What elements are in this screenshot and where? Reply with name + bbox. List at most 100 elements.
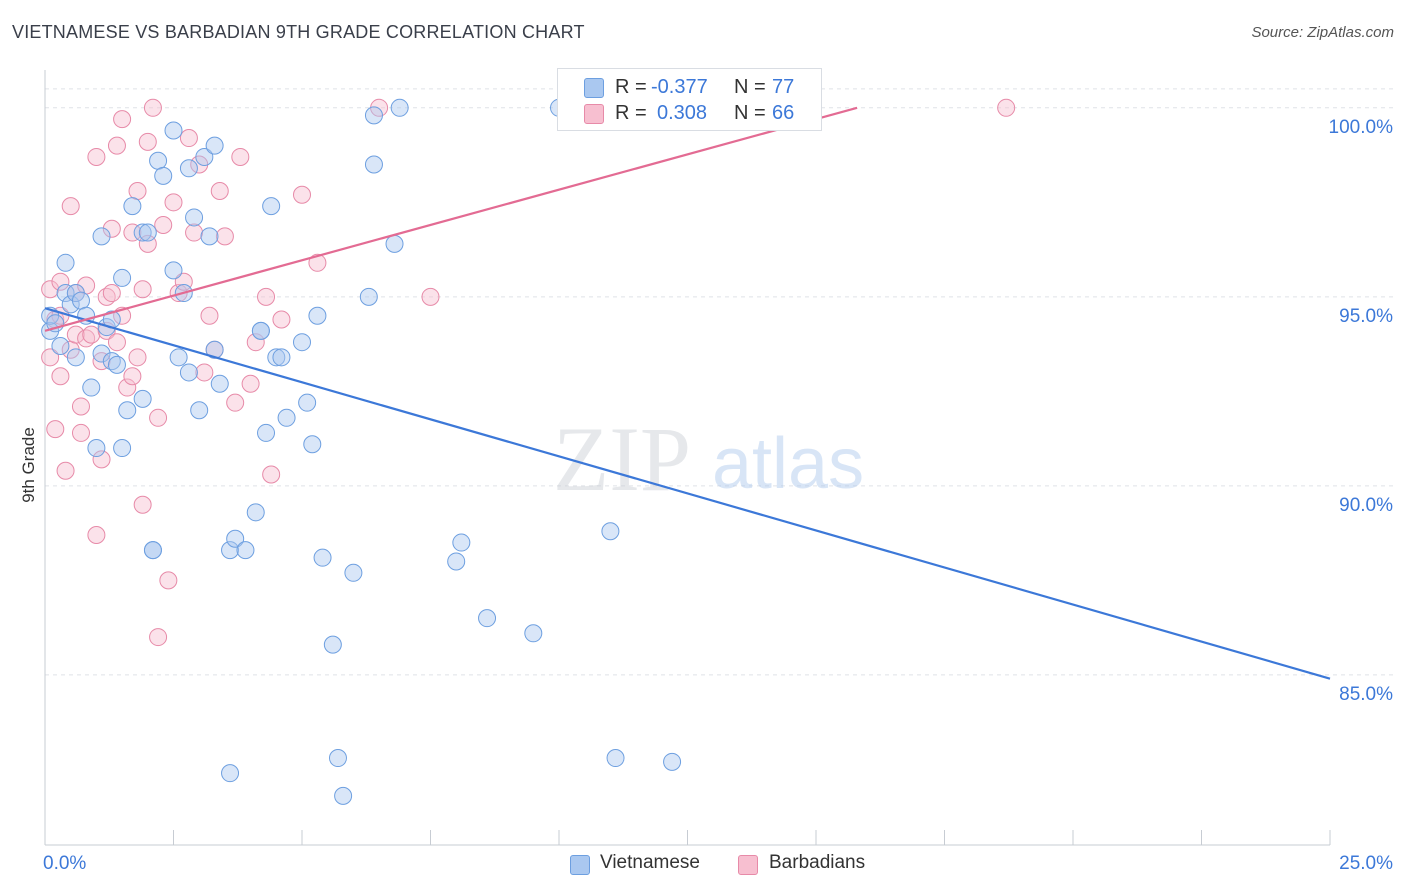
bottom-legend-swatch-vietnamese <box>570 855 590 875</box>
barbadian-point <box>102 219 121 238</box>
vietnamese-point <box>313 548 332 567</box>
legend-swatch-vietnamese <box>584 78 604 98</box>
vietnamese-point <box>200 227 219 246</box>
barbadian-point <box>997 98 1016 117</box>
vietnamese-point <box>169 348 188 367</box>
legend-row-vietnamese: R = -0.377 N = 77 <box>558 76 821 100</box>
legend-n-value: 66 <box>772 102 795 124</box>
vietnamese-point <box>293 333 311 352</box>
vietnamese-point <box>272 348 291 367</box>
x-tick-label: 0.0% <box>43 853 86 874</box>
watermark-zip: ZIP <box>553 408 691 510</box>
vietnamese-point <box>205 340 224 359</box>
barbadian-point <box>308 253 327 272</box>
barbadian-point <box>241 374 260 393</box>
barbadian-point <box>41 348 60 367</box>
vietnamese-point <box>221 764 240 783</box>
barbadian-point <box>82 325 101 344</box>
bottom-legend-barbadians: Barbadians <box>769 852 866 873</box>
barbadian-point <box>143 98 162 117</box>
legend-swatch-barbadians <box>584 104 604 124</box>
vietnamese-point <box>359 287 378 306</box>
barbadian-point <box>200 306 219 325</box>
vietnamese-point <box>524 624 543 643</box>
vietnamese-point <box>303 435 322 454</box>
vietnamese-point <box>164 261 183 280</box>
barbadian-point <box>123 367 142 386</box>
barbadian-point <box>128 348 147 367</box>
barbadian-point <box>92 450 111 469</box>
x-tick-label: 25.0% <box>1339 853 1393 874</box>
bottom-legend-swatch-barbadians <box>738 855 758 875</box>
vietnamese-point <box>323 635 342 654</box>
barbadian-point <box>185 223 204 242</box>
barbadian-point <box>257 287 276 306</box>
barbadian-point <box>272 310 291 329</box>
barbadian-point <box>179 129 198 148</box>
vietnamese-point <box>185 208 204 227</box>
y-tick-label: 90.0% <box>1339 495 1393 516</box>
chart-title: VIETNAMESE VS BARBADIAN 9TH GRADE CORREL… <box>12 22 585 42</box>
barbadian-trend-line <box>44 106 858 332</box>
chart-source: Source: ZipAtlas.com <box>1251 24 1394 41</box>
bottom-legend-vietnamese: Vietnamese <box>600 852 700 873</box>
vietnamese-point <box>328 749 347 768</box>
vietnamese-point <box>92 227 111 246</box>
vietnamese-trend-line <box>44 307 1331 680</box>
vietnamese-point <box>71 291 90 310</box>
vietnamese-point <box>154 166 173 185</box>
barbadian-point <box>149 408 168 427</box>
vietnamese-point <box>364 106 383 125</box>
barbadian-point <box>56 461 75 480</box>
vietnamese-point <box>663 752 682 771</box>
vietnamese-point <box>364 155 383 174</box>
y-axis-label: 9th Grade <box>19 427 38 503</box>
vietnamese-point <box>66 348 85 367</box>
barbadian-point <box>123 223 142 242</box>
vietnamese-point <box>87 439 106 458</box>
vietnamese-point <box>205 136 224 155</box>
watermark-atlas: atlas <box>712 424 864 504</box>
vietnamese-point <box>56 253 75 272</box>
barbadian-point <box>262 465 281 484</box>
barbadian-point <box>87 526 106 544</box>
barbadian-point <box>51 272 70 291</box>
vietnamese-point <box>606 749 625 768</box>
vietnamese-point <box>138 223 157 242</box>
vietnamese-point <box>277 408 296 427</box>
vietnamese-point <box>251 321 270 340</box>
barbadian-point <box>128 181 147 200</box>
axes <box>44 70 1331 846</box>
vietnamese-point <box>385 234 404 253</box>
vietnamese-point <box>56 284 75 303</box>
data-points <box>41 98 1016 805</box>
vietnamese-point <box>190 401 209 420</box>
barbadian-point <box>159 571 178 590</box>
barbadian-point <box>51 367 70 386</box>
vietnamese-point <box>334 786 353 805</box>
vietnamese-point <box>149 151 168 170</box>
vietnamese-point <box>601 522 620 541</box>
vietnamese-point <box>344 563 363 582</box>
barbadian-point <box>71 423 90 442</box>
barbadian-point <box>293 185 311 204</box>
barbadian-point <box>71 397 90 416</box>
barbadian-point <box>421 287 440 306</box>
barbadian-point <box>107 333 126 352</box>
vietnamese-point <box>92 344 111 363</box>
barbadian-point <box>231 147 250 166</box>
barbadian-point <box>66 325 85 344</box>
stats-legend: R = -0.377 N = 77 R = 0.308 N = 66 <box>557 68 822 131</box>
vietnamese-point <box>107 355 126 374</box>
barbadian-point <box>46 420 65 439</box>
legend-n-label: N = <box>734 102 766 124</box>
vietnamese-point <box>195 147 214 166</box>
barbadian-point <box>92 352 111 371</box>
trend-lines <box>44 106 1331 680</box>
vietnamese-point <box>452 533 471 552</box>
legend-row-barbadians: R = 0.308 N = 66 <box>558 102 821 126</box>
vietnamese-point <box>226 529 245 548</box>
vietnamese-point <box>308 306 327 325</box>
barbadian-point <box>226 393 245 412</box>
legend-r-value: -0.377 <box>651 76 708 98</box>
